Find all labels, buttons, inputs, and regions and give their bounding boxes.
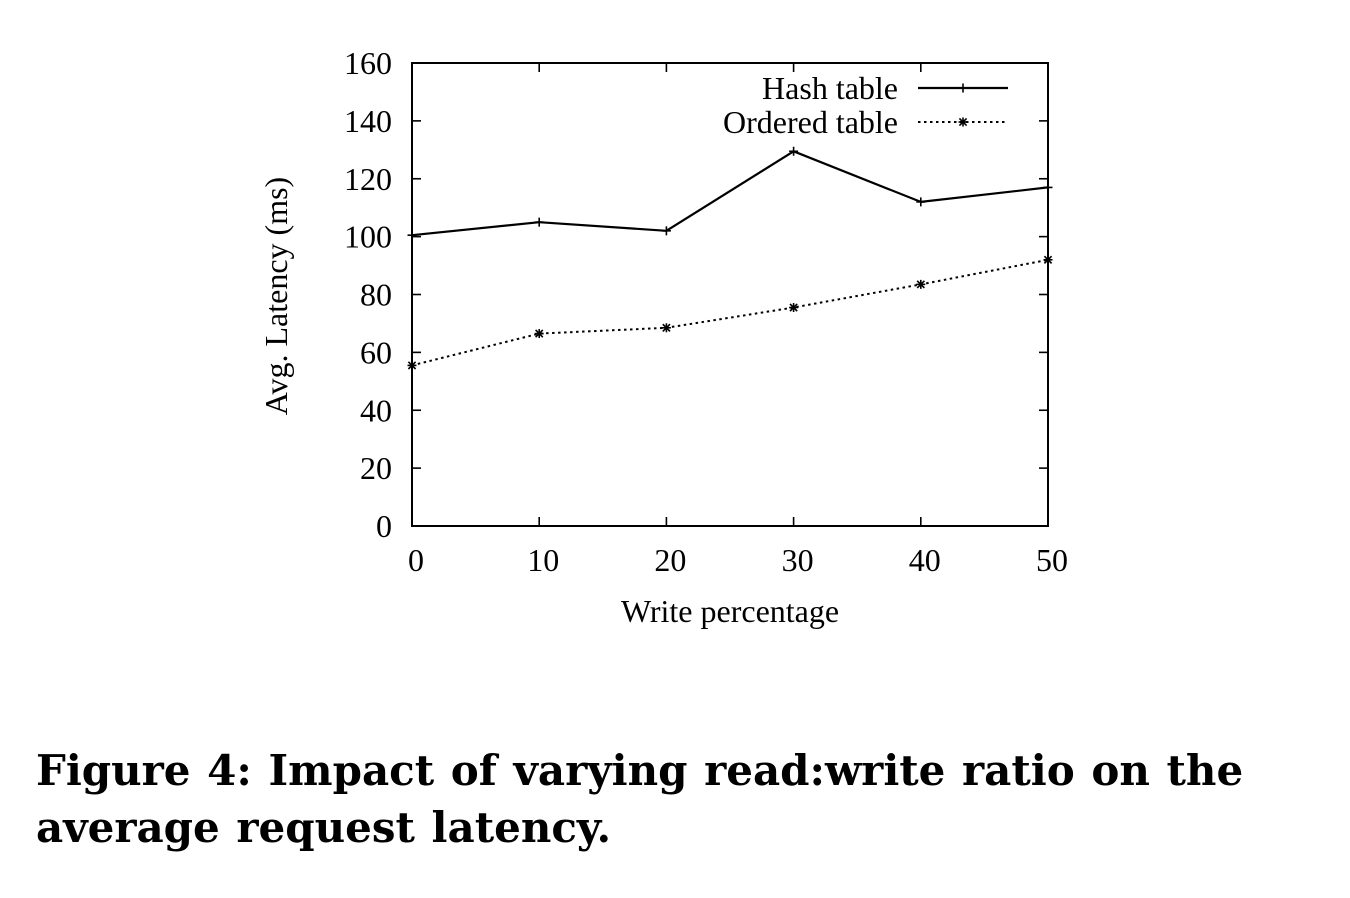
data-point-series-1 <box>407 360 417 370</box>
legend-marker <box>958 117 968 127</box>
x-tick-label: 50 <box>1036 542 1068 578</box>
y-tick-label: 60 <box>360 334 392 370</box>
y-tick-label: 160 <box>344 45 392 81</box>
y-tick-label: 100 <box>344 219 392 255</box>
series-line-1 <box>411 258 1049 367</box>
y-tick-label: 40 <box>360 392 392 428</box>
legend-marker <box>958 83 968 93</box>
series-lines <box>407 146 1053 370</box>
series-line-0 <box>411 150 1049 237</box>
y-tick-label: 0 <box>376 508 392 544</box>
data-point-series-1-d2 <box>789 303 798 312</box>
data-point-series-0 <box>534 217 544 227</box>
x-tick-label: 20 <box>654 542 686 578</box>
axis-ticks: 0 20 40 60 80 100 120 140 160 0 10 20 30 40 50 <box>344 45 1068 578</box>
line-chart: 0 20 40 60 80 100 120 140 160 0 10 20 30 40 50 Hash ta… <box>258 45 1068 629</box>
data-point-series-1-d2 <box>916 280 925 289</box>
data-point-series-0 <box>789 146 799 156</box>
data-point-series-1-d2 <box>535 329 544 338</box>
data-point-series-1 <box>1043 255 1053 265</box>
data-point-series-1-d2 <box>1043 255 1053 264</box>
legend-marker-d2 <box>958 117 968 127</box>
x-tick-label: 30 <box>782 542 814 578</box>
data-point-series-0 <box>1043 182 1053 192</box>
x-tick-label: 0 <box>408 542 424 578</box>
data-point-series-1 <box>916 279 926 289</box>
y-tick-label: 80 <box>360 277 392 313</box>
data-point-series-1-d2 <box>407 361 417 370</box>
y-tick-label: 120 <box>344 161 392 197</box>
x-tick-label: 40 <box>909 542 941 578</box>
data-point-series-1 <box>661 323 671 333</box>
data-point-series-0 <box>407 230 417 240</box>
x-axis-label: Write percentage <box>621 593 839 629</box>
data-point-series-0 <box>916 197 926 207</box>
y-axis-label: Avg. Latency (ms) <box>258 177 294 415</box>
y-tick-label: 140 <box>344 103 392 139</box>
y-tick-label: 20 <box>360 450 392 486</box>
x-tick-label: 10 <box>527 542 559 578</box>
data-point-series-1 <box>534 329 544 339</box>
data-point-series-0 <box>661 226 671 236</box>
data-point-series-1 <box>789 303 799 313</box>
data-point-series-1-d2 <box>662 323 671 332</box>
legend-label: Hash table <box>762 70 898 106</box>
figure-caption: Figure 4: Impact of varying read:write r… <box>36 746 1244 852</box>
legend-label: Ordered table <box>723 104 898 140</box>
